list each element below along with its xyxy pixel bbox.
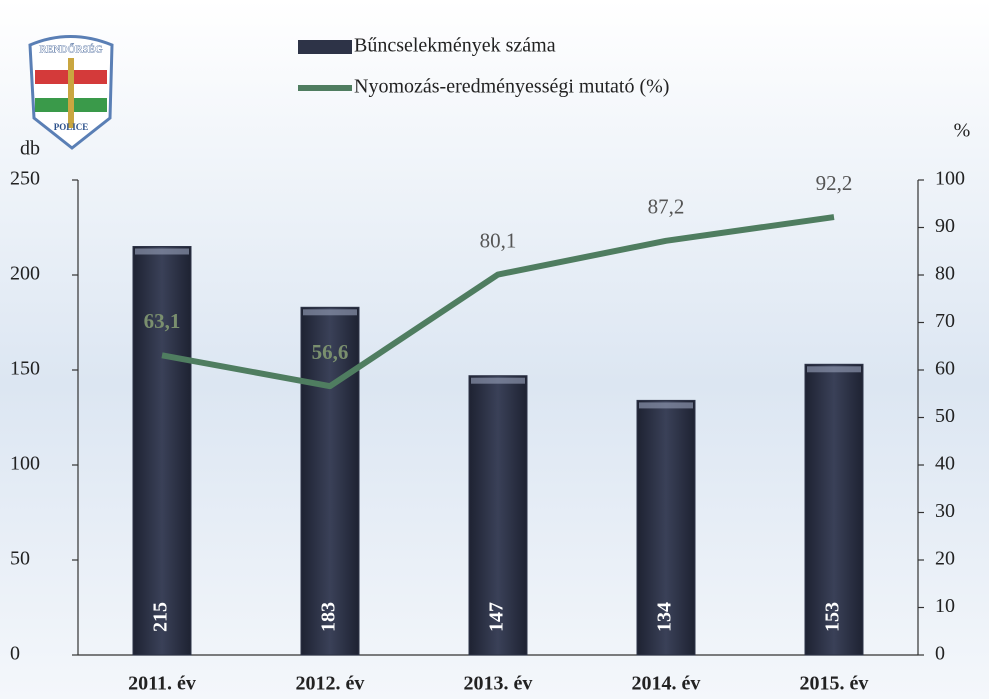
y2-tick-label: 90 [935, 215, 955, 237]
bar-value-label: 153 [822, 602, 844, 632]
y2-tick-label: 30 [935, 500, 955, 522]
y2-tick-label: 10 [935, 595, 955, 617]
line-value-label: 87,2 [648, 195, 685, 219]
y-tick-label: 50 [10, 548, 30, 570]
y-axis-label: db [20, 138, 40, 160]
y-tick-label: 0 [10, 643, 20, 665]
bar [300, 306, 360, 656]
line [161, 214, 835, 390]
logo-sword [68, 58, 74, 128]
y2-tick-label: 80 [935, 263, 955, 285]
bar-top [639, 402, 693, 409]
y2-tick-label: 100 [935, 168, 965, 190]
legend-label: Bűncselekmények száma [354, 35, 556, 57]
x-tick-label: 2012. év [296, 673, 365, 695]
y-tick-label: 100 [10, 453, 40, 475]
x-tick-label: 2011. év [128, 673, 196, 695]
bar [132, 246, 192, 656]
y2-axis-label: % [954, 120, 971, 142]
y2-tick-label: 20 [935, 548, 955, 570]
y-tick-label: 250 [10, 168, 40, 190]
y2-tick-label: 0 [935, 643, 945, 665]
line-value-label: 56,6 [312, 340, 349, 364]
y-tick-label: 200 [10, 263, 40, 285]
line-value-label: 80,1 [480, 228, 517, 252]
x-tick-label: 2013. év [464, 673, 533, 695]
logo-bottom: POLICE [54, 122, 89, 132]
y2-tick-label: 40 [935, 453, 955, 475]
y2-tick-label: 70 [935, 310, 955, 332]
y-tick-label: 150 [10, 358, 40, 380]
bar-value-label: 134 [654, 602, 676, 632]
y2-tick-label: 50 [935, 405, 955, 427]
legend-swatch [298, 40, 352, 54]
line-value-label: 92,2 [816, 171, 853, 195]
bar [636, 399, 696, 656]
y2-tick-label: 60 [935, 358, 955, 380]
bar-top [303, 309, 357, 316]
bar-value-label: 147 [486, 602, 508, 632]
bar [804, 363, 864, 656]
bar-value-label: 183 [318, 602, 340, 632]
line-value-label: 63,1 [144, 309, 181, 333]
bar-value-label: 215 [150, 602, 172, 632]
bar-top [807, 366, 861, 373]
bar-top [135, 248, 189, 255]
legend-label: Nyomozás-eredményességi mutató (%) [354, 76, 669, 98]
logo-top: RENDŐRSÉG [39, 43, 103, 55]
x-tick-label: 2015. év [800, 673, 869, 695]
x-tick-label: 2014. év [632, 673, 701, 695]
logo: RENDŐRSÉG POLICE [28, 35, 114, 150]
bar-top [471, 377, 525, 384]
bar [468, 375, 528, 656]
